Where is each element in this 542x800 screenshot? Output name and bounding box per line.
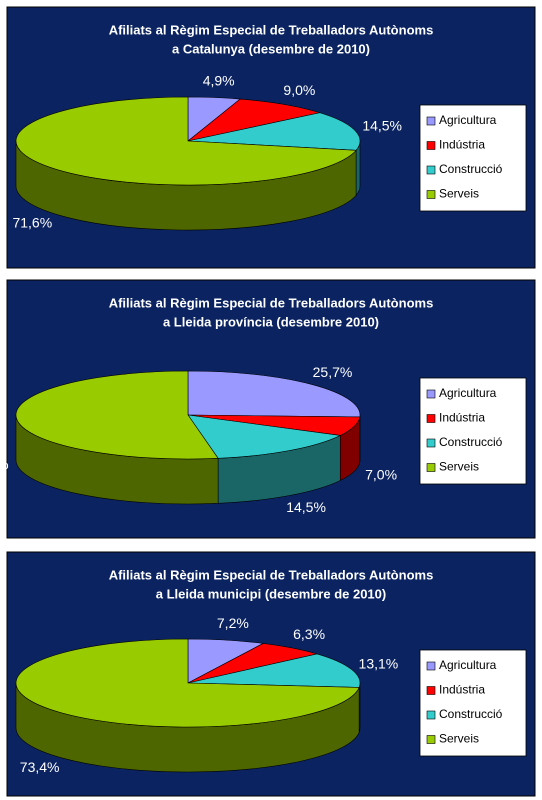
chart-title: a Lleida municipi (desembre de 2010) — [156, 586, 386, 601]
legend-label: Indústria — [439, 683, 485, 697]
chart-title: Afiliats al Règim Especial de Treballado… — [109, 567, 434, 582]
legend-swatch — [426, 414, 436, 423]
data-label: 14,5% — [362, 117, 402, 133]
data-label: 14,5% — [286, 499, 326, 515]
pie-slice — [15, 96, 357, 186]
legend-swatch — [426, 438, 436, 448]
legend-label: Construcció — [439, 435, 503, 449]
chart-title: Afiliats al Règim Especial de Treballado… — [109, 295, 434, 310]
data-label: 7,2% — [217, 615, 249, 631]
pie: 4,9% 9,0% 14,5% 71,6% Agricultura Indústria Co… — [12, 72, 527, 230]
pie-slice — [15, 638, 360, 728]
pie-slice — [187, 112, 361, 151]
legend-swatch — [426, 463, 436, 472]
data-label: 7,0% — [365, 466, 397, 482]
legend-label: Construcció — [439, 162, 503, 176]
legend-swatch — [426, 686, 436, 695]
legend-label: Serveis — [439, 460, 479, 474]
legend-swatch — [426, 389, 436, 399]
legend-label: Agricultura — [439, 386, 497, 400]
data-label: 13,1% — [359, 655, 399, 671]
legend-label: Indústria — [439, 411, 485, 425]
pie: 25,7% 7,0% 14,5% 52,8% Agricultura Indústria C… — [0, 364, 527, 515]
legend-swatch — [426, 165, 436, 175]
legend — [419, 377, 527, 485]
legend-label: Serveis — [439, 732, 479, 746]
legend-swatch — [426, 661, 436, 671]
data-label: 9,0% — [283, 82, 315, 98]
data-label: 25,7% — [313, 364, 353, 380]
data-label: 71,6% — [12, 214, 52, 230]
legend-swatch — [426, 735, 436, 744]
chart-title: a Catalunya (desembre de 2010) — [172, 41, 370, 56]
legend-swatch — [426, 141, 436, 150]
chart-title: a Lleida província (desembre 2010) — [163, 314, 379, 329]
chart: Afiliats al Règim Especial de Treballado… — [6, 6, 536, 269]
data-label: 4,9% — [203, 72, 235, 88]
legend-label: Indústria — [439, 138, 485, 152]
legend-label: Serveis — [439, 187, 479, 201]
chart-title: Afiliats al Règim Especial de Treballado… — [109, 22, 434, 37]
data-label: 6,3% — [293, 626, 325, 642]
legend — [419, 104, 527, 212]
pie-slice — [187, 370, 361, 418]
pie-slice — [15, 370, 219, 460]
legend-swatch — [426, 116, 436, 126]
legend-swatch — [426, 710, 436, 720]
pie-slice — [187, 98, 322, 142]
chart: Afiliats al Règim Especial de Treballado… — [6, 551, 536, 797]
legend — [419, 649, 527, 757]
pie-slice — [187, 653, 361, 688]
chart: Afiliats al Règim Especial de Treballado… — [0, 279, 536, 539]
legend-label: Construcció — [439, 707, 503, 721]
pie-slice — [187, 414, 342, 459]
legend-label: Agricultura — [439, 113, 497, 127]
legend-label: Agricultura — [439, 658, 497, 672]
data-label: 73,4% — [20, 759, 60, 775]
pie: 7,2% 6,3% 13,1% 73,4% Agricultura Indústria Co… — [15, 615, 527, 775]
legend-swatch — [426, 190, 436, 199]
data-label: 52,8% — [0, 456, 9, 472]
